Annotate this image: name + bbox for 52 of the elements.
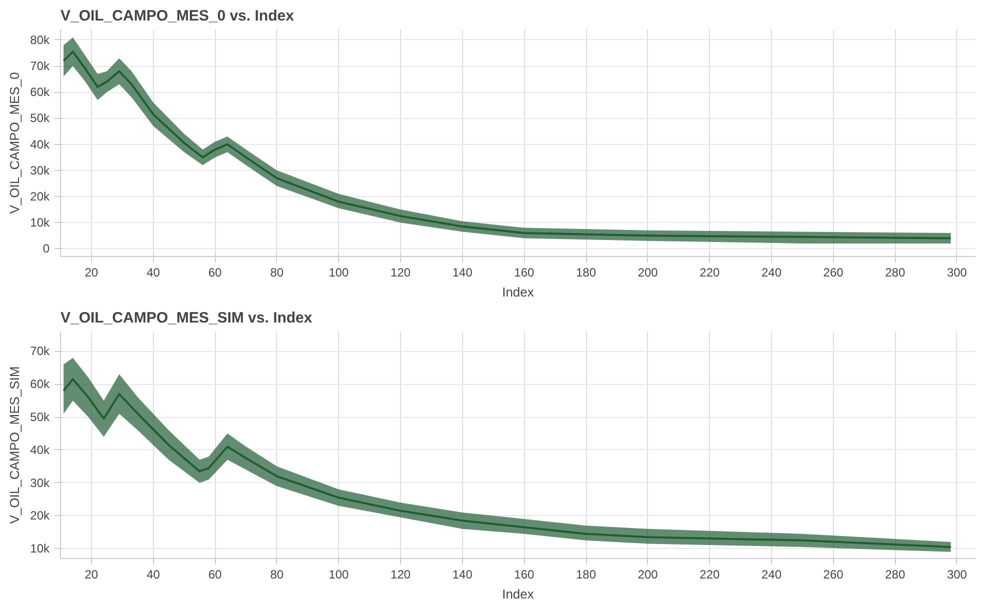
x-tick-label: 180 [576, 266, 596, 280]
x-tick-label: 60 [208, 266, 222, 280]
y-tick-label: 20k [30, 508, 50, 523]
x-tick-label: 140 [452, 568, 473, 582]
y-tick-label: 20k [30, 189, 50, 204]
y-tick-label: 60k [30, 377, 50, 392]
y-axis-title: V_OIL_CAMPO_MES_SIM [7, 366, 22, 524]
x-tick-label: 100 [328, 568, 350, 582]
y-axis-title: V_OIL_CAMPO_MES_0 [7, 72, 22, 214]
x-tick-label: 260 [823, 568, 844, 582]
x-tick-label: 260 [823, 266, 844, 280]
x-tick-label: 160 [514, 266, 535, 280]
x-tick-label: 140 [452, 266, 473, 280]
y-tick-label: 70k [30, 59, 50, 74]
x-tick-label: 40 [146, 568, 160, 582]
chart-title: V_OIL_CAMPO_MES_0 vs. Index [60, 8, 295, 24]
x-tick-label: 160 [514, 568, 535, 582]
x-tick-label: 100 [328, 266, 350, 280]
x-tick-label: 200 [638, 568, 658, 582]
y-tick-label: 0 [42, 242, 50, 256]
x-tick-label: 20 [84, 266, 98, 280]
x-tick-label: 80 [270, 266, 284, 280]
x-tick-label: 300 [946, 266, 968, 280]
x-tick-label: 300 [946, 568, 968, 582]
x-tick-label: 40 [146, 266, 160, 280]
x-tick-label: 240 [761, 568, 782, 582]
chart-title: V_OIL_CAMPO_MES_SIM vs. Index [60, 310, 313, 326]
y-tick-label: 40k [30, 442, 50, 457]
x-tick-label: 60 [208, 568, 222, 582]
y-tick-label: 10k [30, 216, 50, 230]
y-tick-label: 70k [30, 344, 50, 358]
x-tick-label: 220 [700, 568, 720, 582]
x-tick-label: 180 [576, 568, 596, 582]
x-tick-label: 240 [761, 266, 782, 280]
y-tick-label: 30k [30, 476, 50, 490]
y-tick-label: 40k [30, 137, 50, 152]
x-tick-label: 220 [700, 266, 720, 280]
y-tick-label: 50k [30, 111, 50, 126]
y-tick-label: 80k [30, 32, 50, 47]
x-tick-label: 200 [638, 266, 658, 280]
x-tick-label: 120 [390, 266, 411, 280]
y-tick-label: 30k [30, 163, 50, 178]
y-tick-label: 10k [30, 542, 50, 556]
x-tick-label: 80 [270, 568, 284, 582]
x-axis-title: Index [502, 284, 534, 300]
x-tick-label: 280 [885, 266, 906, 280]
x-tick-label: 20 [84, 568, 98, 582]
x-tick-label: 280 [885, 568, 906, 582]
y-tick-label: 50k [30, 410, 50, 424]
x-tick-label: 120 [390, 568, 411, 582]
y-tick-label: 60k [30, 85, 50, 100]
x-axis-title: Index [502, 586, 534, 602]
